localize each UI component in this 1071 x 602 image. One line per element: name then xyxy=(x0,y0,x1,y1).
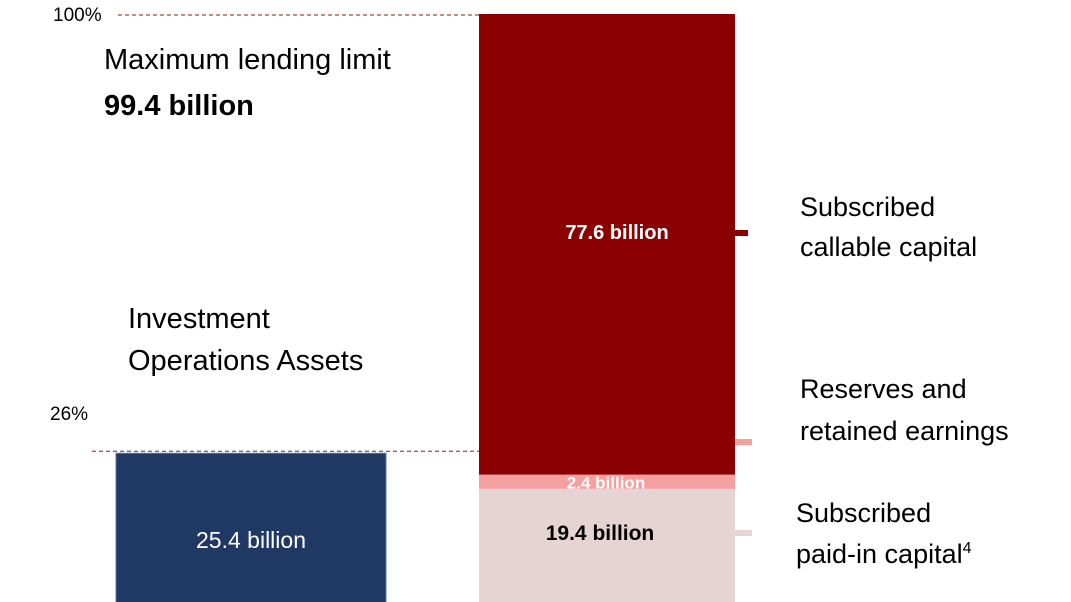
legend-paidin-line2: paid-in capital4 xyxy=(796,535,972,573)
y-tick-100: 100% xyxy=(53,5,102,26)
legend-paidin-footnote: 4 xyxy=(962,540,972,557)
label-paid-in: 19.4 billion xyxy=(546,522,655,545)
bar-segment-paid-in xyxy=(479,488,735,602)
bar-segment-reserves xyxy=(479,474,735,489)
y-tick-26: 26% xyxy=(50,404,89,425)
label-callable: 77.6 billion xyxy=(565,222,668,244)
lending-limit-total: 99.4 billion xyxy=(104,90,254,122)
bar-investment-assets xyxy=(115,452,387,602)
label-investment-assets: 25.4 billion xyxy=(196,527,306,553)
legend-paidin-text: paid-in capital xyxy=(796,539,963,569)
bar-segment-callable xyxy=(479,14,735,475)
legend-reserves-line1: Reserves and xyxy=(800,374,967,404)
lending-limit-caption: Maximum lending limit xyxy=(104,44,391,76)
legend-paidin-line1: Subscribed xyxy=(796,498,932,528)
legend-callable-line1: Subscribed xyxy=(800,192,936,222)
investment-caption-line1: Investment xyxy=(128,303,270,335)
label-reserves: 2.4 billion xyxy=(567,474,645,493)
legend-reserves-line2: retained earnings xyxy=(800,416,1009,446)
legend-callable-line2: callable capital xyxy=(800,232,978,262)
investment-caption-line2: Operations Assets xyxy=(128,345,364,377)
